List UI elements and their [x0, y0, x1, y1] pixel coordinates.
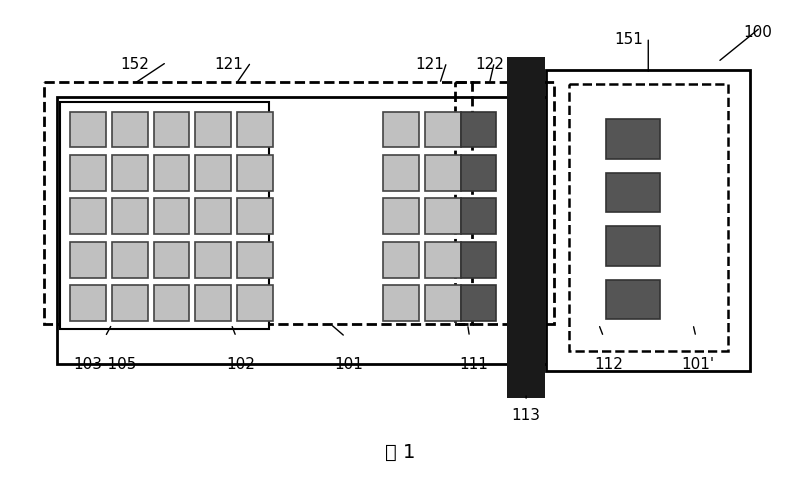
Bar [195, 199, 231, 234]
Text: 151: 151 [614, 32, 643, 47]
Bar [383, 242, 419, 278]
Bar [237, 199, 273, 234]
Bar [454, 82, 554, 324]
Bar [461, 155, 496, 190]
Bar [112, 111, 148, 147]
Bar [383, 155, 419, 190]
Bar [112, 155, 148, 190]
Bar [195, 285, 231, 321]
Bar [425, 111, 461, 147]
Text: 101: 101 [334, 357, 362, 372]
Bar [569, 84, 728, 351]
Bar [70, 111, 106, 147]
Text: 图 1: 图 1 [385, 443, 415, 462]
Text: 122: 122 [475, 57, 504, 72]
Bar [70, 155, 106, 190]
Text: 101': 101' [682, 357, 714, 372]
Bar [58, 97, 554, 363]
Bar [383, 285, 419, 321]
Bar [425, 285, 461, 321]
Bar [606, 120, 660, 159]
Bar [461, 199, 496, 234]
Text: 100: 100 [743, 25, 772, 40]
Bar [112, 242, 148, 278]
Text: 152: 152 [121, 57, 150, 72]
Bar [237, 242, 273, 278]
Text: 113: 113 [512, 408, 541, 423]
Bar [461, 285, 496, 321]
Bar [70, 242, 106, 278]
Bar [154, 199, 190, 234]
Text: 103-105: 103-105 [74, 357, 137, 372]
Bar [70, 285, 106, 321]
Bar [154, 155, 190, 190]
Bar [546, 70, 750, 372]
Text: 121: 121 [214, 57, 244, 72]
Text: 121: 121 [415, 57, 444, 72]
Bar [112, 199, 148, 234]
Bar [461, 111, 496, 147]
Bar [425, 199, 461, 234]
Bar [60, 102, 269, 329]
Bar [195, 111, 231, 147]
Bar [461, 242, 496, 278]
Bar [154, 111, 190, 147]
Bar [606, 280, 660, 319]
Bar [112, 285, 148, 321]
Bar [606, 173, 660, 213]
Bar [154, 242, 190, 278]
Bar [195, 242, 231, 278]
Bar [45, 82, 471, 324]
Bar [425, 155, 461, 190]
Bar [70, 199, 106, 234]
Bar [237, 111, 273, 147]
Bar [195, 155, 231, 190]
Bar [237, 285, 273, 321]
Text: 112: 112 [594, 357, 623, 372]
Bar [154, 285, 190, 321]
Bar [606, 226, 660, 266]
Bar [383, 111, 419, 147]
Bar [383, 199, 419, 234]
Bar [237, 155, 273, 190]
Text: 102: 102 [226, 357, 255, 372]
Bar [425, 242, 461, 278]
Bar [507, 57, 545, 398]
Text: 111: 111 [459, 357, 488, 372]
